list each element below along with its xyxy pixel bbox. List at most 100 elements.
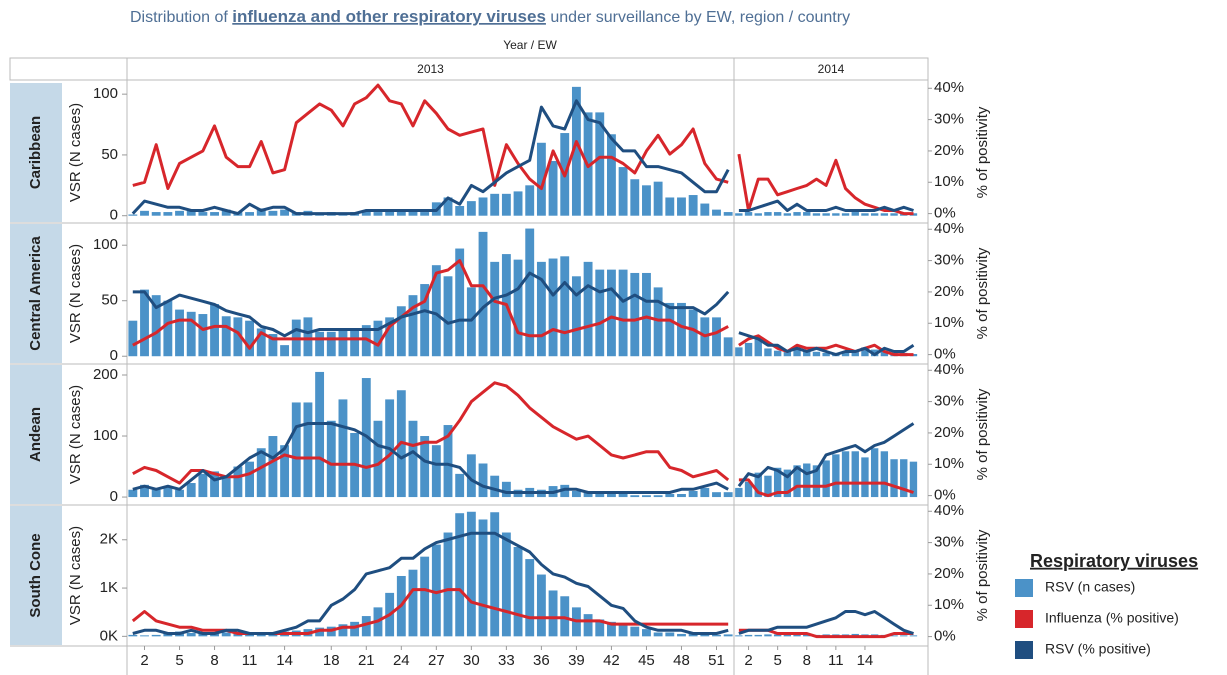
y2-tick-label: 0% [934,628,956,645]
bar [163,300,173,357]
bar [764,634,772,637]
bar [803,463,811,498]
bar [754,339,762,357]
y-tick-label: 2K [100,531,118,548]
bar [793,347,801,357]
bar [618,269,628,357]
bar [140,210,149,216]
bar [630,179,640,216]
bar [653,495,663,498]
bar [408,295,418,357]
bar [560,484,570,498]
bar [245,212,255,216]
bar [536,261,546,357]
year-label: 2014 [818,62,845,76]
y2-tick-label: 30% [934,111,964,128]
bar [890,459,898,498]
bar [890,213,898,216]
bar [338,624,348,637]
bar [420,212,430,216]
bar [735,213,743,216]
y-axis-title: VSR (N cases) [67,244,84,343]
region-label: Central America [27,236,44,351]
bar [315,331,325,357]
bar [783,469,792,498]
bar [455,205,465,216]
bar [233,466,243,498]
x-tick-label: 42 [603,652,620,669]
bar [280,345,290,357]
bar [221,477,231,498]
bar [350,328,360,357]
bar [861,213,869,216]
bar [501,193,511,216]
region-band [10,365,62,504]
y2-tick-label: 10% [934,596,964,613]
bar [630,495,640,498]
bar [677,197,686,216]
line [132,381,730,485]
bar [754,213,762,216]
bar [478,519,488,637]
bar [764,475,772,498]
x-tick-label: 14 [857,652,874,669]
y-tick-label: 100 [93,427,118,444]
bar [490,261,500,357]
legend-label: RSV (% positive) [1045,641,1151,657]
x-tick-label: 5 [175,652,183,669]
bar [712,492,721,498]
bar [880,451,889,498]
bar [712,209,721,216]
bar [408,420,418,498]
x-tick-label: 11 [828,652,844,669]
bar [630,626,640,637]
bar [280,209,290,216]
bar [571,276,581,357]
line [131,588,729,635]
bar [744,342,753,357]
bar [466,454,476,498]
bar [128,214,138,216]
bar [420,556,430,637]
bar [175,309,184,357]
bar [361,210,371,216]
bar [256,208,266,216]
bar [245,461,255,498]
bar [373,420,383,498]
x-tick-label: 39 [568,652,585,669]
bar [712,317,721,357]
legend-swatch [1015,579,1033,597]
bar [909,635,918,637]
bar [280,445,290,498]
bar [151,489,161,498]
y2-tick-label: 40% [934,502,964,519]
y2-tick-label: 40% [934,79,964,96]
bar [338,399,348,498]
bar [175,210,184,216]
region-band [10,83,62,222]
bar [151,634,161,637]
bar [606,494,616,498]
bar [783,634,792,637]
bar [861,457,869,498]
bar [536,574,546,637]
line [738,199,914,212]
bar [744,481,753,498]
bar [385,210,395,216]
bar [256,448,266,498]
y2-axis-title: % of positivity [974,529,991,621]
bar [151,212,161,216]
y-tick-label: 200 [93,366,118,383]
bar [128,320,138,357]
bar [256,328,266,357]
bar [900,635,908,637]
bar [653,632,663,637]
bar [501,532,511,637]
bar [128,489,138,498]
bar [618,167,628,216]
x-tick-label: 45 [638,652,655,669]
y-axis-title: VSR (N cases) [67,385,84,484]
y-tick-label: 100 [93,85,118,102]
bar [618,624,628,637]
